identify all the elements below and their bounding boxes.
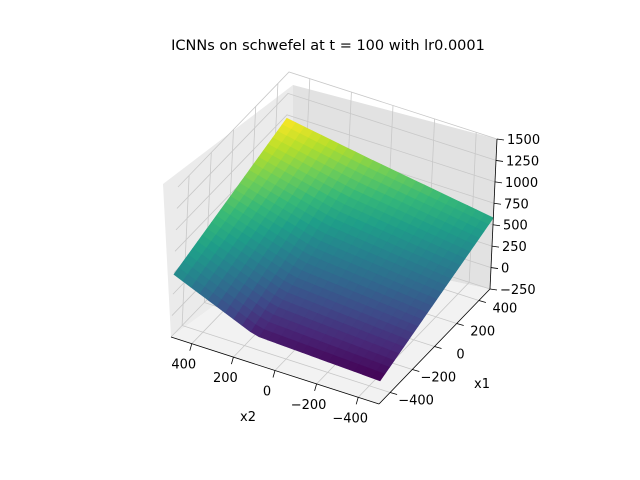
z-tick-label: −250 bbox=[500, 283, 536, 298]
x1-tick bbox=[389, 392, 398, 395]
x2-tick bbox=[314, 383, 317, 392]
x1-tick-label: 400 bbox=[492, 302, 517, 317]
x1-tick bbox=[412, 369, 420, 372]
z-tick bbox=[492, 224, 501, 227]
z-tick-label: 1250 bbox=[506, 154, 539, 169]
z-tick-label: 250 bbox=[502, 240, 527, 255]
x2-tick bbox=[231, 356, 234, 365]
z-grid-line bbox=[177, 71, 498, 188]
x1-axis-label: x1 bbox=[474, 377, 490, 392]
x1-tick bbox=[434, 346, 442, 349]
x2-tick-label: −400 bbox=[332, 411, 368, 426]
z-tick bbox=[494, 181, 503, 184]
z-tick-label: 1000 bbox=[505, 176, 538, 191]
x1-tick-label: −400 bbox=[398, 394, 434, 409]
x2-tick bbox=[189, 343, 193, 351]
z-tick bbox=[495, 160, 504, 162]
axis-ticks: −400−20002004004002000−200−400−250025050… bbox=[171, 133, 540, 426]
z-tick bbox=[489, 288, 498, 291]
x2-tick-label: −200 bbox=[291, 398, 327, 413]
x2-tick-label: 0 bbox=[263, 385, 271, 400]
z-grid-line bbox=[176, 92, 497, 209]
x2-tick bbox=[272, 370, 276, 378]
z-tick-label: 1500 bbox=[507, 133, 540, 148]
x1-tick-label: 200 bbox=[470, 325, 495, 340]
z-tick bbox=[493, 202, 502, 205]
z-tick-label: 500 bbox=[503, 219, 528, 234]
x1-tick-label: 0 bbox=[456, 348, 464, 363]
z-axis-line bbox=[489, 138, 498, 290]
x2-tick bbox=[355, 397, 359, 405]
x1-tick bbox=[478, 300, 487, 303]
x2-tick-label: 400 bbox=[171, 358, 196, 373]
z-tick-label: 750 bbox=[504, 197, 529, 212]
z-tick bbox=[490, 267, 499, 269]
z-tick bbox=[496, 138, 505, 141]
surface-plot bbox=[173, 117, 494, 382]
x2-axis-label: x2 bbox=[240, 410, 256, 425]
x2-tick-label: 200 bbox=[213, 371, 238, 386]
z-grid-line bbox=[175, 114, 496, 231]
x1-tick-label: −200 bbox=[420, 371, 456, 386]
z-tick bbox=[491, 245, 500, 248]
x1-tick bbox=[456, 323, 464, 326]
z-tick-label: 0 bbox=[501, 262, 509, 277]
surface-patch bbox=[173, 267, 188, 282]
chart-title: ICNNs on schwefel at t = 100 with lr0.00… bbox=[171, 38, 485, 54]
